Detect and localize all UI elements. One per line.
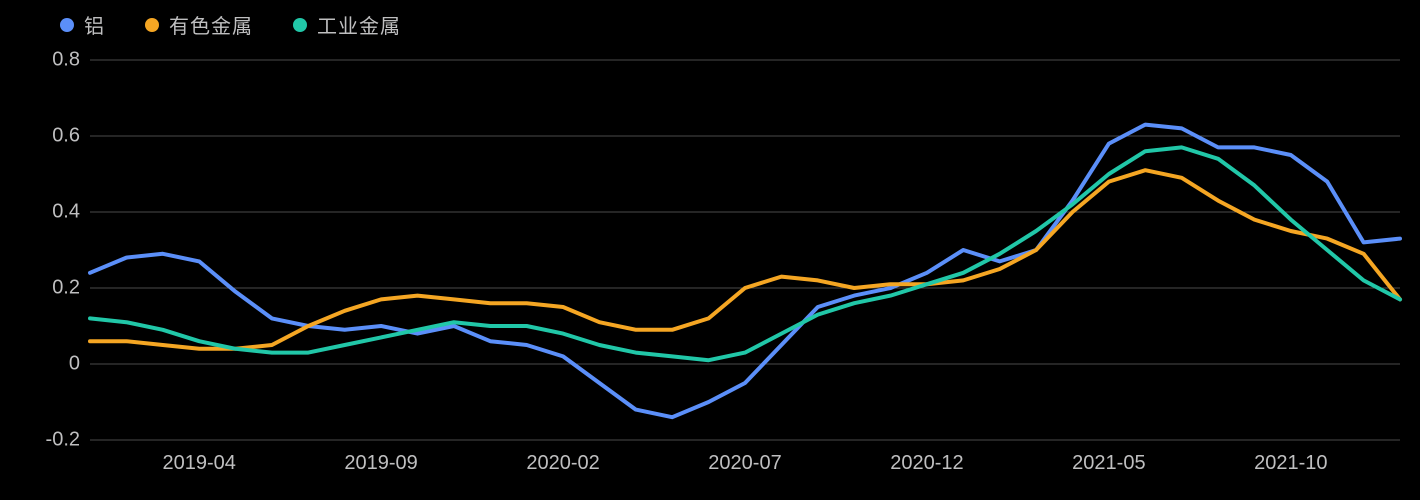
chart-container: 铝 有色金属 工业金属 -0.200.20.40.60.8 2019-04201…: [0, 0, 1420, 500]
series-line: [90, 125, 1400, 418]
x-tick-label: 2020-07: [708, 452, 781, 475]
series-line: [90, 147, 1400, 360]
x-tick-label: 2019-09: [344, 452, 417, 475]
y-tick-label: 0.2: [20, 277, 80, 300]
y-tick-label: 0.8: [20, 49, 80, 72]
x-tick-label: 2019-04: [162, 452, 235, 475]
y-tick-label: -0.2: [20, 429, 80, 452]
x-tick-label: 2021-10: [1254, 452, 1327, 475]
x-tick-label: 2021-05: [1072, 452, 1145, 475]
x-tick-label: 2020-12: [890, 452, 963, 475]
y-tick-label: 0.6: [20, 125, 80, 148]
y-tick-label: 0: [20, 353, 80, 376]
y-tick-label: 0.4: [20, 201, 80, 224]
x-tick-label: 2020-02: [526, 452, 599, 475]
chart-plot: [0, 0, 1420, 500]
